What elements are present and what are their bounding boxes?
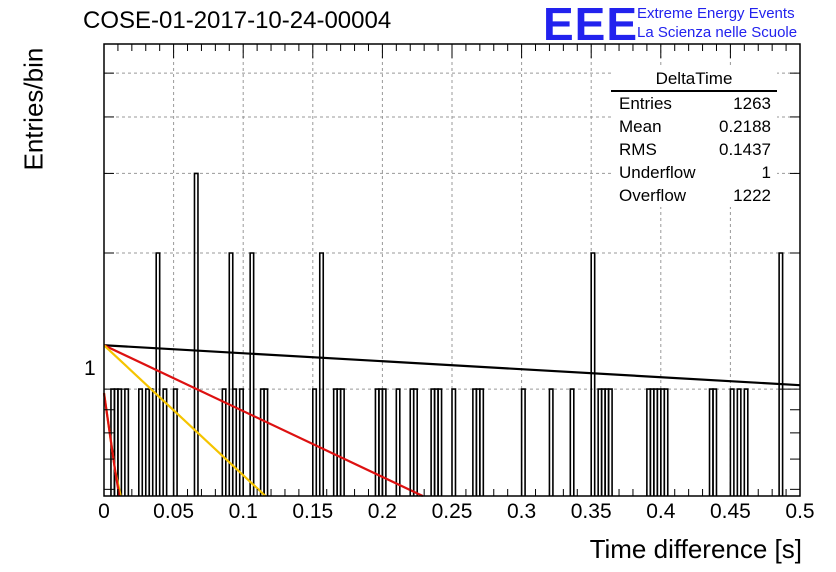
y-tick-label: 1 [84, 357, 96, 380]
stats-label: Overflow [619, 186, 687, 205]
histogram-bin [318, 252, 325, 496]
fit-curve [103, 344, 424, 497]
histogram-bin [148, 388, 154, 496]
stats-row: Underflow 1 [611, 161, 777, 184]
histogram-bin [412, 388, 419, 496]
histogram-bin [381, 388, 387, 496]
logo-line2: La Scienza nelle Scuole [637, 24, 798, 41]
stats-row: RMS 0.1437 [611, 138, 777, 161]
x-tick-label: 0.35 [570, 500, 612, 523]
histogram-bin [569, 388, 575, 496]
stats-box: DeltaTime Entries 1263 Mean 0.2188 RMS 0.14… [611, 68, 777, 207]
stats-label: RMS [619, 140, 657, 159]
histogram-bin [311, 388, 318, 496]
stats-value: 0.2188 [719, 117, 771, 136]
x-tick-label: 0.5 [785, 500, 815, 523]
y-axis-label: Entries/bin [18, 47, 49, 171]
axis-ticks [103, 44, 801, 496]
histogram-bin [548, 388, 554, 496]
stats-value: 1222 [733, 186, 771, 205]
chart-title: COSE-01-2017-10-24-00004 [83, 7, 392, 34]
fit-curve [103, 344, 267, 497]
histogram-bin [479, 388, 485, 496]
histogram-bin [437, 388, 443, 496]
histogram-bin [238, 388, 244, 496]
x-tick-label: 0.3 [506, 500, 537, 523]
histogram-bin [339, 388, 345, 496]
fit-lines [102, 344, 801, 497]
histogram-bin [138, 388, 144, 496]
histogram-bin [743, 388, 749, 496]
x-tick-label: 0.1 [228, 500, 258, 523]
stats-value: 1263 [733, 94, 771, 113]
plot-frame [103, 43, 801, 497]
stats-row: Overflow 1222 [611, 184, 777, 207]
histogram-bin [607, 388, 613, 496]
histogram-bin [162, 388, 168, 496]
x-tick-label: 0.05 [153, 500, 195, 523]
histogram-bin [778, 252, 784, 496]
stats-row: Entries 1263 [611, 92, 777, 115]
stats-label: Entries [619, 94, 672, 113]
histogram-bin [117, 388, 123, 496]
histogram-bin [520, 388, 526, 496]
stats-title: DeltaTime [611, 68, 777, 92]
histogram-bin [590, 252, 596, 496]
logo-text: Extreme Energy Events La Scienza nelle S… [637, 4, 797, 42]
x-tick-label: 0.2 [367, 500, 397, 523]
eee-logo: EEE [543, 0, 639, 50]
histogram-bin [228, 252, 234, 496]
histogram-bin [172, 388, 178, 496]
x-tick-label: 0.45 [709, 500, 751, 523]
histogram-bin [221, 388, 227, 496]
x-axis-label: Time difference [s] [589, 534, 802, 564]
histogram-bin [155, 252, 161, 496]
x-tick-label: 0 [98, 500, 110, 523]
histogram-bars [110, 172, 784, 496]
histogram-bin [193, 172, 199, 496]
histogram-bin [663, 388, 669, 496]
histogram-bin [712, 388, 718, 496]
stats-value: 0.1437 [719, 140, 771, 159]
histogram-bin [395, 388, 401, 496]
histogram-bin [263, 388, 269, 496]
histogram-bin [729, 388, 735, 496]
logo-line1: Extreme Energy Events [637, 5, 795, 22]
histogram-bin [124, 388, 130, 496]
fit-curve [102, 392, 121, 497]
histogram-bin [451, 388, 457, 496]
x-tick-label: 0.25 [431, 500, 473, 523]
fit-curve [103, 344, 801, 387]
histogram-bin [231, 388, 238, 496]
stats-row: Mean 0.2188 [611, 115, 777, 138]
x-tick-label: 0.4 [646, 500, 676, 523]
stats-label: Underflow [619, 163, 696, 182]
histogram-bin [736, 388, 742, 496]
histogram-bin [249, 252, 255, 496]
stats-label: Mean [619, 117, 662, 136]
stats-value: 1 [761, 163, 771, 182]
x-tick-label: 0.15 [292, 500, 334, 523]
